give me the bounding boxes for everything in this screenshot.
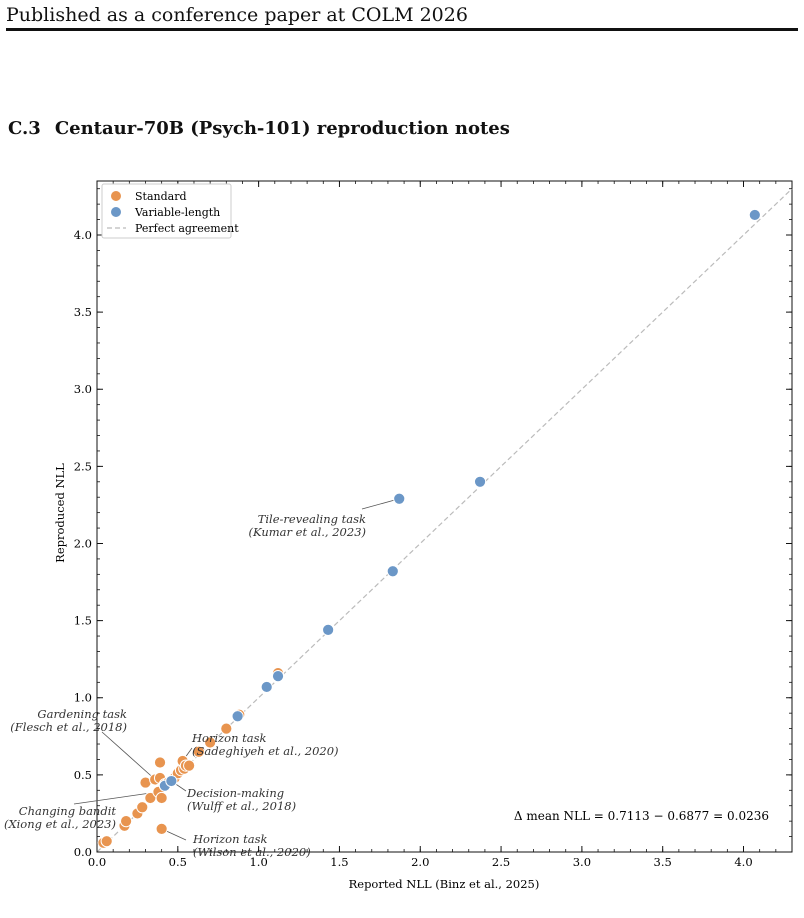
variable-length-point <box>260 680 273 694</box>
legend-label: Standard <box>135 190 187 203</box>
x-axis-label: Reported NLL (Binz et al., 2025) <box>349 877 540 891</box>
annotation-task: Decision-making <box>186 786 284 800</box>
annotation-citation: (Sadeghiyeh et al., 2020) <box>192 744 339 758</box>
header-rule <box>6 28 798 31</box>
variable-length-point <box>393 492 406 505</box>
y-tick-label: 3.5 <box>74 305 92 319</box>
annotation-task: Horizon task <box>192 832 268 846</box>
y-tick-label: 1.0 <box>74 691 92 705</box>
variable-length-point <box>322 623 335 636</box>
legend-standard-marker <box>110 190 122 202</box>
legend: Standard Variable-length Perfect agreement <box>101 183 239 239</box>
standard-point <box>183 759 196 772</box>
legend-label: Variable-length <box>134 206 220 219</box>
points-layer <box>97 208 761 849</box>
annotation-leader <box>361 498 400 510</box>
x-tick-label: 1.5 <box>330 855 348 869</box>
annotation-citation: (Wulff et al., 2018) <box>187 799 296 813</box>
annotation-labels: Tile-revealing task(Kumar et al., 2023) G… <box>4 512 366 859</box>
annotation-citation: (Flesch et al., 2018) <box>10 720 127 734</box>
x-tick-label: 0.5 <box>169 855 187 869</box>
section-number: C.3 <box>8 118 41 139</box>
standard-point <box>155 822 168 835</box>
plot-border <box>96 180 793 853</box>
section-heading: C.3 Centaur-70B (Psych-101) reproduction … <box>8 118 510 139</box>
stat-annotation: Δ mean NLL = 0.7113 − 0.6877 = 0.0236 <box>514 809 769 823</box>
x-tick-label: 3.0 <box>573 855 591 869</box>
standard-point <box>136 801 149 814</box>
standard-point <box>192 745 205 758</box>
y-tick-label: 0.0 <box>74 845 92 859</box>
standard-point <box>153 756 167 769</box>
standard-point <box>100 835 113 848</box>
variable-length-point <box>473 475 487 488</box>
y-tick-label: 3.0 <box>74 382 92 396</box>
y-axis-label: Reproduced NLL <box>53 463 67 563</box>
plot-frame <box>96 180 793 853</box>
variable-length-point <box>231 710 244 723</box>
annotation-task: Horizon task <box>191 731 267 745</box>
annotation-leader <box>73 791 159 805</box>
y-tick-label: 2.5 <box>74 459 92 473</box>
x-tick-label: 4.0 <box>734 855 752 869</box>
x-tick-label: 2.0 <box>411 855 429 869</box>
standard-point <box>204 736 217 749</box>
annotation-citation: (Kumar et al., 2023) <box>249 525 366 539</box>
annotation-leader <box>101 731 156 780</box>
x-tick-label: 2.5 <box>492 855 510 869</box>
x-tick-label: 1.0 <box>249 855 267 869</box>
annotation-citation: (Wilson et al., 2020) <box>193 845 311 859</box>
x-tick-label: 0.0 <box>88 855 106 869</box>
standard-point <box>220 722 233 735</box>
legend-box <box>101 183 232 239</box>
x-tick-label: 3.5 <box>654 855 672 869</box>
running-head: Published as a conference paper at COLM … <box>6 4 468 26</box>
variable-length-point <box>386 565 399 578</box>
variable-length-point <box>165 774 178 788</box>
variable-length-point <box>748 208 761 222</box>
annotation-citation: (Xiong et al., 2023) <box>4 817 116 831</box>
y-tick-label: 2.0 <box>74 536 92 550</box>
section-title: Centaur-70B (Psych-101) reproduction not… <box>54 118 510 139</box>
annotation-task: Tile-revealing task <box>258 512 366 526</box>
y-tick-label: 4.0 <box>74 228 92 242</box>
annotation-task: Changing bandit <box>19 804 117 818</box>
standard-point <box>119 815 133 828</box>
y-tick-label: 0.5 <box>74 768 92 782</box>
legend-variable-marker <box>110 206 122 218</box>
variable-length-point <box>271 670 285 683</box>
ticks-layer: 0.0 0.5 1.0 1.5 2.0 2.5 3.0 3.5 4.0 0.0 0.5 1.0 1.5 2… <box>74 181 793 869</box>
legend-label: Perfect agreement <box>135 222 239 235</box>
y-tick-label: 1.5 <box>74 614 92 628</box>
standard-point <box>155 791 168 805</box>
annotation-task: Gardening task <box>37 707 127 721</box>
